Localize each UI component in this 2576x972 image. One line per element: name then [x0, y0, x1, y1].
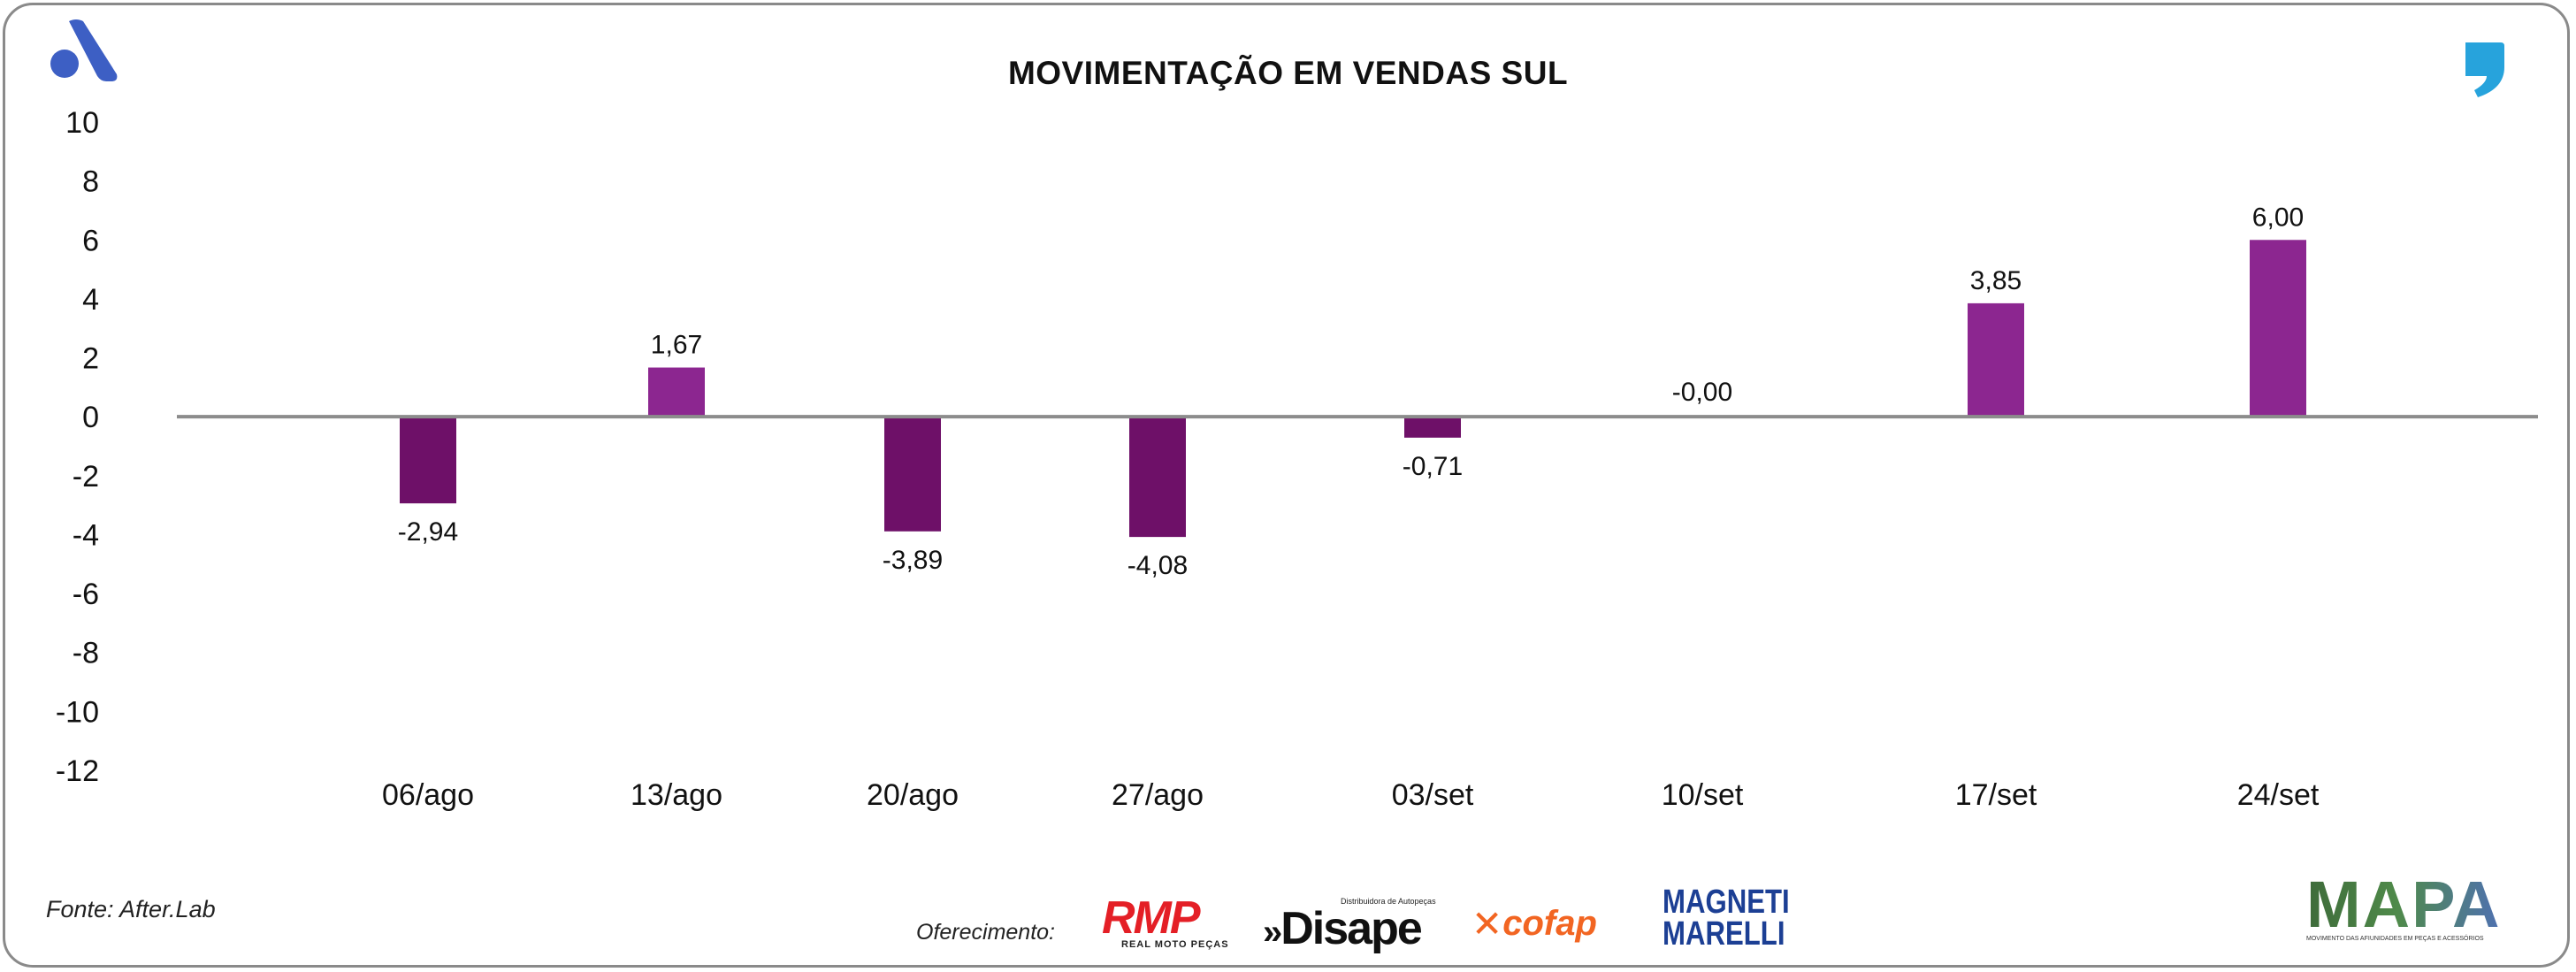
data-label: -4,08	[1127, 551, 1188, 580]
x-tick-label: 10/set	[1662, 778, 1744, 812]
rmp-logo: RMP REAL MOTO PEÇAS	[1102, 892, 1240, 953]
x-tick-label: 13/ago	[631, 778, 722, 812]
x-tick-label: 03/set	[1392, 778, 1474, 812]
x-tick-label: 27/ago	[1112, 778, 1204, 812]
x-tick-label: 24/set	[2237, 778, 2320, 812]
bar	[400, 417, 456, 504]
y-tick-label: 2	[82, 342, 99, 376]
data-label: -3,89	[883, 546, 943, 575]
y-tick-label: -10	[56, 695, 99, 729]
disape-chevron-icon: »	[1263, 913, 1282, 952]
magneti-wordmark: MAGNETI	[1663, 884, 1790, 921]
x-tick-label: 17/set	[1955, 778, 2037, 812]
bar	[1129, 417, 1186, 538]
x-tick-label: 20/ago	[867, 778, 959, 812]
mapa-tagline: MOVIMENTO DAS AFIUNIDADES EM PEÇAS E ACE…	[2306, 936, 2484, 942]
x-tick-label: 06/ago	[382, 778, 474, 812]
data-label: 1,67	[651, 331, 702, 360]
data-label: 6,00	[2252, 203, 2304, 232]
disape-logo: Distribuidora de Autopeças »Disape	[1263, 897, 1449, 953]
cofap-symbol-icon: ✕	[1471, 902, 1503, 945]
cofap-wordmark: cofap	[1502, 904, 1597, 943]
y-tick-label: -4	[73, 518, 99, 552]
data-label: -2,94	[398, 517, 458, 547]
marelli-wordmark: MARELLI	[1663, 915, 1785, 953]
cofap-logo: ✕cofap	[1471, 902, 1648, 946]
quote-mark-icon	[2465, 42, 2504, 97]
sponsor-label: Oferecimento:	[916, 920, 1056, 945]
y-tick-label: -12	[56, 754, 99, 788]
mapa-logo: MAPA MOVIMENTO DAS AFIUNIDADES EM PEÇAS …	[2306, 872, 2508, 950]
y-tick-label: 0	[82, 401, 99, 434]
disape-wordmark: Disape	[1280, 903, 1423, 954]
y-tick-label: 10	[65, 106, 99, 140]
bar	[1968, 302, 2024, 417]
rmp-tagline: REAL MOTO PEÇAS	[1121, 939, 1229, 950]
bar	[648, 367, 705, 417]
bar	[2250, 240, 2306, 417]
data-label: -0,71	[1403, 452, 1463, 481]
y-tick-label: 8	[82, 165, 99, 199]
chart-title: MOVIMENTAÇÃO EM VENDAS SUL	[1007, 55, 1569, 91]
bar	[884, 417, 941, 532]
after-lab-logo-icon	[50, 19, 118, 81]
y-tick-label: -2	[73, 460, 99, 494]
magneti-marelli-logo: MAGNETI MARELLI	[1663, 884, 1795, 953]
data-label: -0,00	[1672, 378, 1732, 407]
mapa-wordmark: MAPA	[2306, 872, 2508, 938]
bar	[1404, 417, 1461, 438]
source-note: Fonte: After.Lab	[46, 896, 216, 922]
y-tick-label: -8	[73, 637, 99, 670]
disape-tagline: Distribuidora de Autopeças	[1341, 897, 1436, 906]
y-tick-label: -6	[73, 578, 99, 611]
y-tick-label: 6	[82, 224, 99, 257]
y-tick-label: 4	[82, 283, 99, 317]
rmp-wordmark: RMP	[1102, 892, 1201, 944]
data-label: 3,85	[1970, 266, 2022, 295]
